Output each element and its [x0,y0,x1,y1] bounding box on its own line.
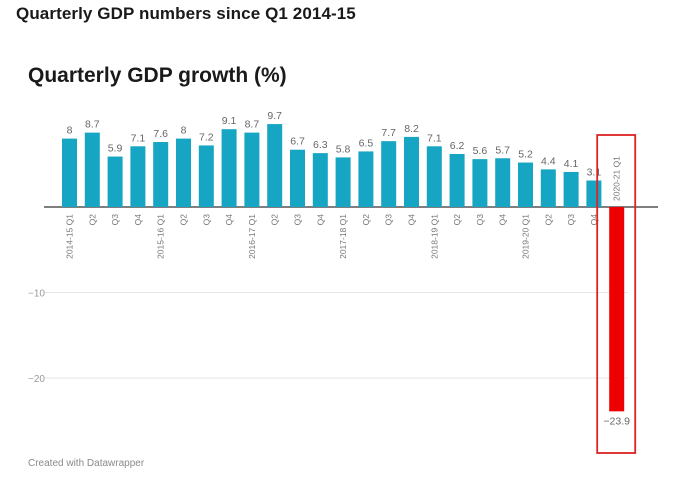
value-label: 7.1 [427,132,442,144]
x-tick-label: Q4 [315,214,325,226]
bar [312,153,328,207]
value-label: 8.2 [404,123,419,135]
x-tick-label: Q2 [543,214,553,226]
value-label: 5.6 [473,145,488,157]
x-tick-label: 2016-17 Q1 [247,214,257,259]
x-tick-label: Q3 [110,214,120,226]
value-label: 5.7 [495,144,510,156]
x-tick-labels: 2014-15 Q1 Q2 Q3 Q4 2015-16 Q1 Q2 Q3 Q4 2016-17 … [65,156,622,259]
highlight-box [596,134,637,454]
x-tick-label: 2019-20 Q1 [521,214,531,259]
value-label: 8 [67,125,73,137]
bar [449,153,465,207]
chart-card [0,36,687,479]
x-tick-label: 2014-15 Q1 [65,214,75,259]
bar [472,159,488,207]
x-tick-label: 2018-19 Q1 [429,214,439,259]
value-label: 7.2 [199,131,214,143]
bar-highlight [609,207,625,412]
bar [586,180,602,207]
value-label: 5.8 [336,143,351,155]
bar [62,138,77,207]
value-labels: 8 8.7 5.9 7.1 7.6 8 7.2 9.1 8.7 9.7 6.7 6.3 5.8 6.5 7.… [67,110,631,427]
credit-text: Created with Datawrapper [28,458,145,469]
x-tick-label: Q3 [201,214,211,226]
value-label: 8.7 [85,119,100,131]
x-tick-label: Q4 [407,214,417,226]
x-tick-label: Q2 [87,214,97,226]
value-label: 9.1 [222,115,237,127]
x-tick-label: Q3 [293,214,303,226]
value-label: 6.3 [313,139,328,151]
bar [335,157,351,207]
x-tick-label: Q2 [361,214,371,226]
bar [84,132,100,207]
page-title: Quarterly GDP numbers since Q1 2014-15 [16,4,356,23]
bar [176,138,191,207]
x-tick-label: 2015-16 Q1 [156,214,166,259]
bar [198,145,214,207]
bar [358,151,374,207]
value-label: 5.9 [108,143,123,155]
bar [495,158,511,207]
bar [381,141,397,207]
value-label: 5.2 [518,149,533,161]
x-tick-label: Q4 [133,214,143,226]
bar [267,124,283,207]
x-tick-label: Q3 [384,214,394,226]
x-tick-label: Q2 [270,214,280,226]
value-label: 6.7 [290,136,305,148]
x-tick-label: Q4 [498,214,508,226]
bar [221,129,237,207]
x-tick-label: 2020-21 Q1 [612,156,622,201]
highlight [596,134,637,454]
bar [244,132,260,207]
value-label: 6.5 [359,137,374,149]
bar [404,136,419,207]
value-label: 9.7 [267,110,282,122]
x-tick-label: 2017-18 Q1 [338,214,348,259]
x-tick-label: Q3 [566,214,576,226]
x-tick-label: Q3 [475,214,485,226]
chart-title: Quarterly GDP growth (%) [28,64,287,87]
value-label: 7.7 [381,127,396,139]
y-tick-label: −20 [28,374,45,385]
bar [290,149,305,207]
value-label: 8 [181,125,187,137]
value-label: 4.4 [541,155,556,167]
bar [426,146,442,207]
value-label: 3.1 [587,166,602,178]
value-label: 4.1 [564,158,579,170]
bar [563,171,579,207]
value-label: 7.1 [131,132,146,144]
bar [130,146,146,207]
y-tick-label: −10 [28,289,45,300]
value-label: 7.6 [153,128,168,140]
value-label: 8.7 [245,119,260,131]
value-label: 6.2 [450,140,465,152]
bar [107,156,123,207]
x-tick-label: Q4 [224,214,234,226]
bar [540,169,556,207]
x-tick-label: Q2 [179,214,189,226]
x-tick-label: Q2 [452,214,462,226]
value-label: −23.9 [603,415,630,427]
bars [62,124,625,412]
bar [518,162,533,207]
bar [153,142,169,207]
x-tick-label: Q4 [589,214,599,226]
